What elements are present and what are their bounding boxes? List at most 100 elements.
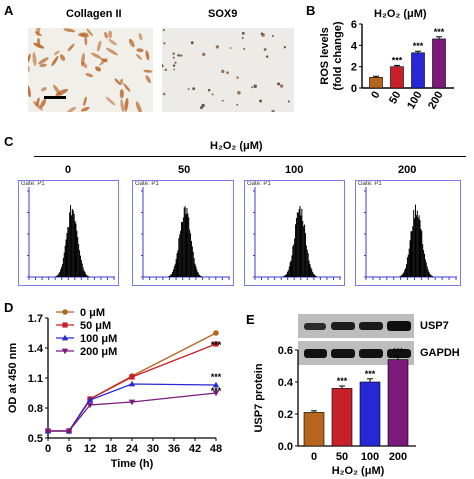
significance-label: *** [211,340,222,350]
data-point [86,396,94,403]
bar [411,52,425,89]
x-tick-label: 18 [105,443,117,455]
panel-b-h2o2-title: H₂O₂ (μM) [374,8,427,20]
stained-cell [105,96,116,106]
gate-label: Gate: P1 [21,181,45,187]
data-point [213,330,219,336]
significance-label: *** [393,346,404,356]
stained-nucleus [177,53,181,57]
significance-label: *** [337,376,348,386]
stained-cell [136,48,144,53]
flow-histogram-100: Gate: P1 [244,180,345,286]
stained-cell [145,50,150,61]
significance-label: *** [392,55,403,65]
legend-label: 100 μM [80,333,117,345]
gate-label: Gate: P1 [135,181,159,187]
x-tick-label: 48 [210,443,222,455]
flow-col-label-0: 0 [65,164,72,176]
panel-c-title-rule [34,156,466,157]
data-point [62,322,68,328]
x-axis-label: Time (h) [111,458,154,470]
gate-label: Gate: P1 [358,181,382,187]
significance-label: *** [365,369,376,379]
stained-nucleus [164,68,168,72]
stained-nucleus [283,46,287,49]
stained-nucleus [187,88,190,91]
stained-nucleus [174,61,177,64]
stained-cell [59,54,66,61]
data-point [213,341,219,347]
stained-cell [100,58,108,63]
gate-label: Gate: P1 [247,181,271,187]
stained-cell [51,56,59,67]
y-tick-label: 2 [351,62,357,74]
y-tick-label: 0.2 [278,409,293,421]
bar [359,381,381,447]
flow-col-label-100: 100 [285,164,304,176]
stained-nucleus [199,106,203,110]
data-point [212,390,220,397]
stained-cell [77,32,89,37]
stained-cell [124,97,129,112]
stained-cell [32,52,37,66]
stained-nucleus [251,86,253,89]
x-tick-label: 0 [369,90,382,101]
sox9-micrograph [162,28,294,112]
stained-nucleus [215,45,219,49]
stained-cell [105,47,119,56]
bar [369,77,383,89]
significance-label: *** [211,372,222,382]
usp7-blot [298,314,414,338]
stained-cell [145,75,151,84]
y-axis-label: (fold change) [332,21,344,90]
stained-cell [119,88,124,99]
stained-nucleus [162,92,166,96]
stained-cell [38,57,49,65]
legend-label: 200 μM [80,346,117,358]
y-tick-label: 1.4 [28,343,44,355]
x-axis-label: H₂O₂ (μM) [332,465,385,477]
x-tick-label: 36 [168,443,180,455]
stained-nucleus [226,71,229,75]
y-axis-label: USP7 protein [253,363,265,432]
stained-nucleus [241,31,245,35]
stained-cell [33,101,43,111]
stained-cell [136,54,143,60]
data-point [128,399,136,406]
data-point [212,381,220,388]
stained-cell [28,65,30,72]
bar [387,359,409,447]
stained-cell [53,84,62,96]
data-point [86,402,94,409]
panel-c-letter: C [4,134,14,149]
stained-cell [81,53,85,67]
stained-nucleus [180,54,183,57]
stained-nucleus [229,47,232,49]
flow-col-label-200: 200 [398,164,417,176]
stained-cell [85,73,94,78]
x-tick-label: 6 [66,443,72,455]
stained-nucleus [237,90,241,95]
y-tick-label: 6 [351,19,357,31]
x-tick-label: 50 [336,451,348,463]
x-tick-label: 0 [311,451,317,463]
data-point [65,428,73,435]
significance-label: *** [434,27,445,37]
panel-c-h2o2-title: H₂O₂ (μM) [210,140,263,152]
stained-nucleus [265,55,269,58]
y-tick-label: 1.7 [28,313,43,325]
stained-nucleus [221,69,225,74]
usp7-bar-chart: 0.0 0.2 0.4 0.6 USP7 protein 0 *** 50 *** 100 *** 2… [253,345,416,477]
y-axis-label: OD at 450 nm [7,343,19,414]
stained-nucleus [162,64,164,68]
panel-a-letter: A [4,3,14,18]
data-point [44,428,52,435]
panel-d-letter: D [4,300,14,315]
x-tick-label: 200 [389,451,407,463]
stained-nucleus [162,28,165,32]
stained-nucleus [287,100,290,103]
panel-e-letter: E [246,312,255,327]
scale-bar [44,96,66,99]
stained-cell [108,38,117,46]
stained-cell [135,101,142,112]
